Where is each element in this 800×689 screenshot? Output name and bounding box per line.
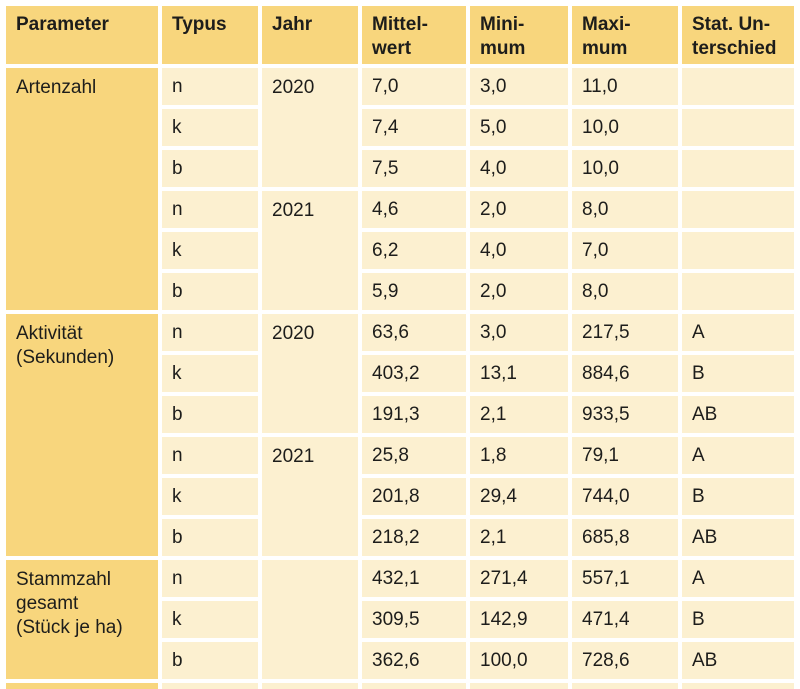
value-cell-stat: A (682, 314, 794, 351)
typus-cell: k (162, 478, 258, 515)
value-cell-maximum: 10,0 (572, 150, 678, 187)
value-cell-maximum: 7,0 (572, 232, 678, 269)
value-cell-stat: B (682, 601, 794, 638)
clipped-row-sliver (470, 683, 568, 689)
col-header-parameter: Parameter (6, 6, 158, 64)
col-header-mittelwert: Mittel- wert (362, 6, 466, 64)
value-cell-stat: AB (682, 396, 794, 433)
value-cell-stat (682, 150, 794, 187)
typus-cell: n (162, 191, 258, 228)
typus-cell: b (162, 273, 258, 310)
value-cell-minimum: 2,0 (470, 191, 568, 228)
value-cell-stat: AB (682, 642, 794, 679)
value-cell-mittelwert: 4,6 (362, 191, 466, 228)
value-cell-mittelwert: 5,9 (362, 273, 466, 310)
value-cell-maximum: 11,0 (572, 68, 678, 105)
col-header-maximum: Maxi- mum (572, 6, 678, 64)
value-cell-minimum: 29,4 (470, 478, 568, 515)
value-cell-mittelwert: 25,8 (362, 437, 466, 474)
value-cell-stat: B (682, 355, 794, 392)
typus-cell: k (162, 355, 258, 392)
typus-cell: b (162, 642, 258, 679)
value-cell-minimum: 100,0 (470, 642, 568, 679)
value-cell-maximum: 744,0 (572, 478, 678, 515)
value-cell-mittelwert: 7,0 (362, 68, 466, 105)
typus-cell: n (162, 437, 258, 474)
value-cell-minimum: 4,0 (470, 232, 568, 269)
value-cell-minimum: 13,1 (470, 355, 568, 392)
jahr-cell: 2020 (262, 314, 358, 433)
clipped-row-sliver (572, 683, 678, 689)
typus-cell: k (162, 232, 258, 269)
col-header-jahr: Jahr (262, 6, 358, 64)
jahr-cell-empty (262, 560, 358, 679)
clipped-row-sliver (262, 683, 358, 689)
typus-cell: k (162, 109, 258, 146)
value-cell-maximum: 8,0 (572, 191, 678, 228)
value-cell-stat (682, 68, 794, 105)
clipped-row-sliver (162, 683, 258, 689)
value-cell-mittelwert: 6,2 (362, 232, 466, 269)
value-cell-mittelwert: 63,6 (362, 314, 466, 351)
value-cell-minimum: 3,0 (470, 314, 568, 351)
value-cell-mittelwert: 191,3 (362, 396, 466, 433)
value-cell-mittelwert: 309,5 (362, 601, 466, 638)
value-cell-maximum: 557,1 (572, 560, 678, 597)
value-cell-stat: AB (682, 519, 794, 556)
clipped-row-sliver (362, 683, 466, 689)
typus-cell: n (162, 560, 258, 597)
jahr-cell: 2021 (262, 191, 358, 310)
clipped-row-sliver (682, 683, 794, 689)
value-cell-stat: B (682, 478, 794, 515)
value-cell-maximum: 884,6 (572, 355, 678, 392)
parameter-cell-artenzahl: Artenzahl (6, 68, 158, 310)
value-cell-mittelwert: 362,6 (362, 642, 466, 679)
value-cell-maximum: 685,8 (572, 519, 678, 556)
value-cell-mittelwert: 7,4 (362, 109, 466, 146)
value-cell-stat: A (682, 560, 794, 597)
value-cell-stat (682, 232, 794, 269)
value-cell-minimum: 1,8 (470, 437, 568, 474)
typus-cell: n (162, 68, 258, 105)
typus-cell: b (162, 519, 258, 556)
value-cell-stat: A (682, 437, 794, 474)
value-cell-minimum: 142,9 (470, 601, 568, 638)
value-cell-stat (682, 273, 794, 310)
value-cell-minimum: 4,0 (470, 150, 568, 187)
value-cell-maximum: 933,5 (572, 396, 678, 433)
value-cell-stat (682, 109, 794, 146)
parameter-cell-stammzahl: Stammzahl gesamt (Stück je ha) (6, 560, 158, 679)
value-cell-minimum: 3,0 (470, 68, 568, 105)
value-cell-minimum: 5,0 (470, 109, 568, 146)
value-cell-minimum: 2,1 (470, 396, 568, 433)
value-cell-minimum: 2,0 (470, 273, 568, 310)
typus-cell: k (162, 601, 258, 638)
value-cell-maximum: 10,0 (572, 109, 678, 146)
typus-cell: b (162, 150, 258, 187)
value-cell-maximum: 217,5 (572, 314, 678, 351)
col-header-minimum: Mini- mum (470, 6, 568, 64)
value-cell-maximum: 8,0 (572, 273, 678, 310)
value-cell-maximum: 471,4 (572, 601, 678, 638)
value-cell-maximum: 728,6 (572, 642, 678, 679)
value-cell-minimum: 271,4 (470, 560, 568, 597)
value-cell-mittelwert: 403,2 (362, 355, 466, 392)
value-cell-minimum: 2,1 (470, 519, 568, 556)
col-header-stat-unterschied: Stat. Un- terschied (682, 6, 794, 64)
value-cell-mittelwert: 7,5 (362, 150, 466, 187)
value-cell-mittelwert: 201,8 (362, 478, 466, 515)
value-cell-maximum: 79,1 (572, 437, 678, 474)
jahr-cell: 2021 (262, 437, 358, 556)
value-cell-stat (682, 191, 794, 228)
typus-cell: n (162, 314, 258, 351)
typus-cell: b (162, 396, 258, 433)
value-cell-mittelwert: 432,1 (362, 560, 466, 597)
parameter-cell-aktivitaet: Aktivität (Sekunden) (6, 314, 158, 556)
jahr-cell: 2020 (262, 68, 358, 187)
col-header-typus: Typus (162, 6, 258, 64)
value-cell-mittelwert: 218,2 (362, 519, 466, 556)
clipped-row-sliver (6, 683, 158, 689)
